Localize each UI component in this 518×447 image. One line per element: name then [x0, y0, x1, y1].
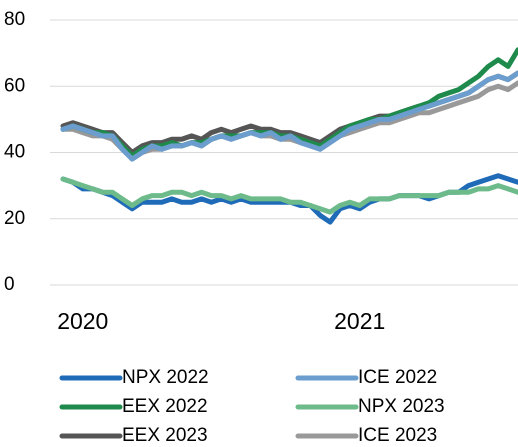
- legend-label: ICE 2022: [358, 367, 437, 388]
- legend-label: EEX 2023: [122, 425, 208, 446]
- y-tick-label: 60: [4, 75, 25, 96]
- legend-label: NPX 2023: [358, 396, 445, 417]
- legend-label: ICE 2023: [358, 425, 437, 446]
- x-tick-label: 2020: [57, 308, 108, 334]
- y-tick-label: 40: [4, 142, 25, 163]
- y-tick-label: 80: [4, 9, 25, 30]
- series-line: [60, 173, 518, 225]
- series-line: [60, 70, 518, 162]
- y-tick-label: 0: [4, 274, 15, 295]
- legend-label: NPX 2022: [122, 367, 209, 388]
- y-tick-label: 20: [4, 208, 25, 229]
- legend-label: EEX 2022: [122, 396, 208, 417]
- series-line: [60, 176, 518, 215]
- x-tick-label: 2021: [334, 308, 385, 334]
